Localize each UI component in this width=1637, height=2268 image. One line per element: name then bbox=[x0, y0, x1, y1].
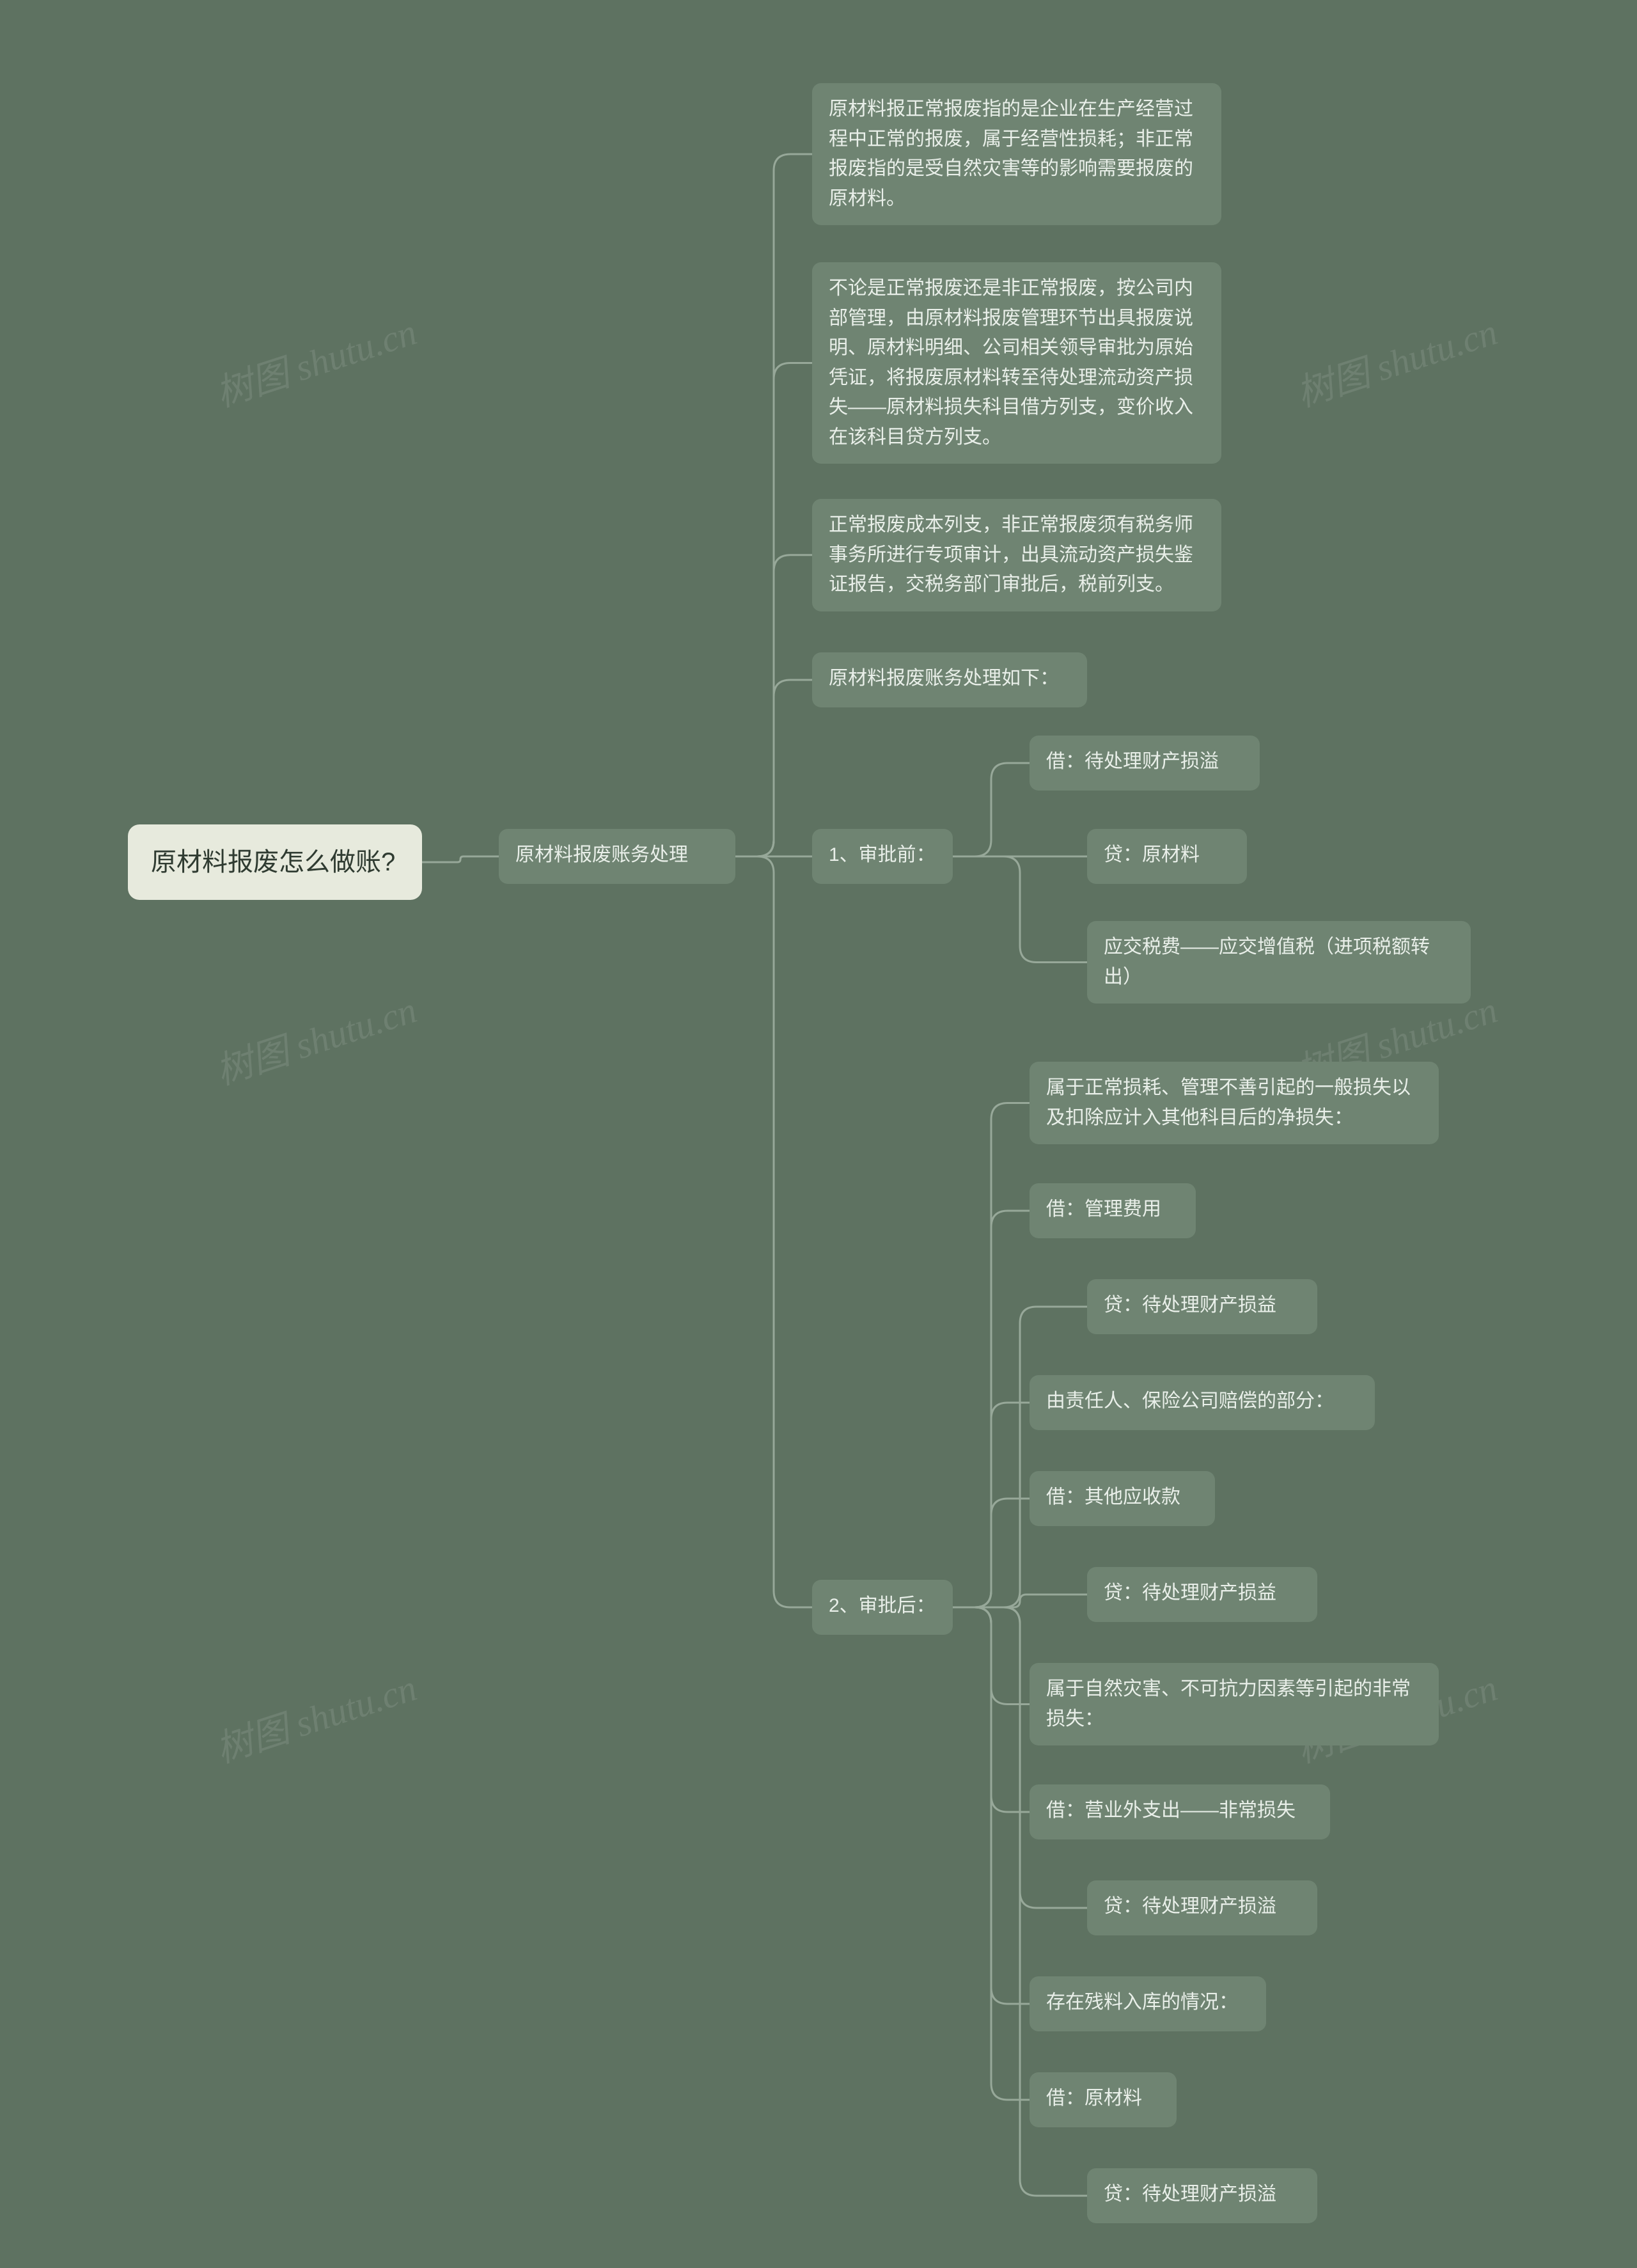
watermark: 树图 shutu.cn bbox=[208, 1658, 422, 1773]
edge-s2-s2a bbox=[953, 1103, 1030, 1608]
watermark: 树图 shutu.cn bbox=[208, 302, 422, 417]
edge-s2-s2i bbox=[953, 1607, 1087, 1908]
mindmap-node-s2i[interactable]: 贷：待处理财产损溢 bbox=[1087, 1880, 1317, 1935]
edge-s2-s2j bbox=[953, 1607, 1030, 2004]
edge-s2-s2k bbox=[953, 1607, 1030, 2100]
edge-s1-s1c bbox=[953, 856, 1087, 963]
mindmap-node-s2g[interactable]: 属于自然灾害、不可抗力因素等引起的非常损失： bbox=[1030, 1663, 1439, 1745]
mindmap-node-s2l[interactable]: 贷：待处理财产损溢 bbox=[1087, 2168, 1317, 2223]
edge-root-l1 bbox=[422, 856, 499, 862]
mindmap-node-s2k[interactable]: 借：原材料 bbox=[1030, 2072, 1177, 2127]
edge-l1-s2 bbox=[735, 856, 812, 1607]
mindmap-node-s2f[interactable]: 贷：待处理财产损益 bbox=[1087, 1567, 1317, 1622]
mindmap-node-s2j[interactable]: 存在残料入库的情况： bbox=[1030, 1976, 1266, 2031]
mindmap-node-p1[interactable]: 原材料报正常报废指的是企业在生产经营过程中正常的报废，属于经营性损耗；非正常报废… bbox=[812, 83, 1221, 225]
edge-s2-s2f bbox=[953, 1595, 1087, 1607]
edge-l1-p3 bbox=[735, 555, 812, 856]
edge-l1-p1 bbox=[735, 154, 812, 856]
edge-s2-s2c bbox=[953, 1307, 1087, 1607]
mindmap-node-s2d[interactable]: 由责任人、保险公司赔偿的部分： bbox=[1030, 1375, 1375, 1430]
edge-s2-s2d bbox=[953, 1403, 1030, 1607]
mindmap-node-s2h[interactable]: 借：营业外支出——非常损失 bbox=[1030, 1784, 1330, 1839]
mindmap-node-root[interactable]: 原材料报废怎么做账? bbox=[128, 824, 422, 900]
watermark: 树图 shutu.cn bbox=[1288, 302, 1503, 417]
mindmap-node-s1b[interactable]: 贷：原材料 bbox=[1087, 829, 1247, 884]
watermark: 树图 shutu.cn bbox=[208, 980, 422, 1095]
mindmap-node-p4[interactable]: 原材料报废账务处理如下： bbox=[812, 652, 1087, 707]
mindmap-node-s2e[interactable]: 借：其他应收款 bbox=[1030, 1471, 1215, 1526]
mindmap-node-s1c[interactable]: 应交税费——应交增值税（进项税额转出） bbox=[1087, 921, 1471, 1004]
mindmap-node-s2a[interactable]: 属于正常损耗、管理不善引起的一般损失以及扣除应计入其他科目后的净损失： bbox=[1030, 1062, 1439, 1144]
edge-s2-s2h bbox=[953, 1607, 1030, 1812]
mindmap-node-p3[interactable]: 正常报废成本列支，非正常报废须有税务师事务所进行专项审计，出具流动资产损失鉴证报… bbox=[812, 499, 1221, 611]
edge-s1-s1a bbox=[953, 763, 1030, 856]
mindmap-node-s2c[interactable]: 贷：待处理财产损益 bbox=[1087, 1279, 1317, 1334]
mindmap-canvas: 树图 shutu.cn 树图 shutu.cn 树图 shutu.cn 树图 shut… bbox=[0, 0, 1637, 2268]
edge-l1-p2 bbox=[735, 363, 812, 857]
mindmap-node-s2[interactable]: 2、审批后： bbox=[812, 1580, 953, 1635]
mindmap-node-s2b[interactable]: 借：管理费用 bbox=[1030, 1183, 1196, 1238]
edge-s2-s2b bbox=[953, 1211, 1030, 1607]
mindmap-node-s1[interactable]: 1、审批前： bbox=[812, 829, 953, 884]
mindmap-node-s1a[interactable]: 借：待处理财产损溢 bbox=[1030, 736, 1260, 791]
edge-l1-p4 bbox=[735, 680, 812, 856]
edge-s2-s2g bbox=[953, 1607, 1030, 1705]
edge-s2-s2e bbox=[953, 1499, 1030, 1607]
mindmap-node-p2[interactable]: 不论是正常报废还是非正常报废，按公司内部管理，由原材料报废管理环节出具报废说明、… bbox=[812, 262, 1221, 464]
mindmap-node-l1[interactable]: 原材料报废账务处理 bbox=[499, 829, 735, 884]
